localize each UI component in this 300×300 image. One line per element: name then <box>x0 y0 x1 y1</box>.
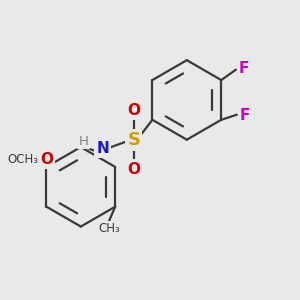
Text: F: F <box>240 108 250 123</box>
Text: O: O <box>40 152 53 167</box>
Text: CH₃: CH₃ <box>98 222 120 236</box>
Text: O: O <box>127 162 140 177</box>
Text: O: O <box>127 103 140 118</box>
Text: OCH₃: OCH₃ <box>7 153 38 166</box>
Text: F: F <box>239 61 249 76</box>
Text: H: H <box>79 135 89 148</box>
Text: N: N <box>97 141 109 156</box>
Text: S: S <box>127 131 140 149</box>
